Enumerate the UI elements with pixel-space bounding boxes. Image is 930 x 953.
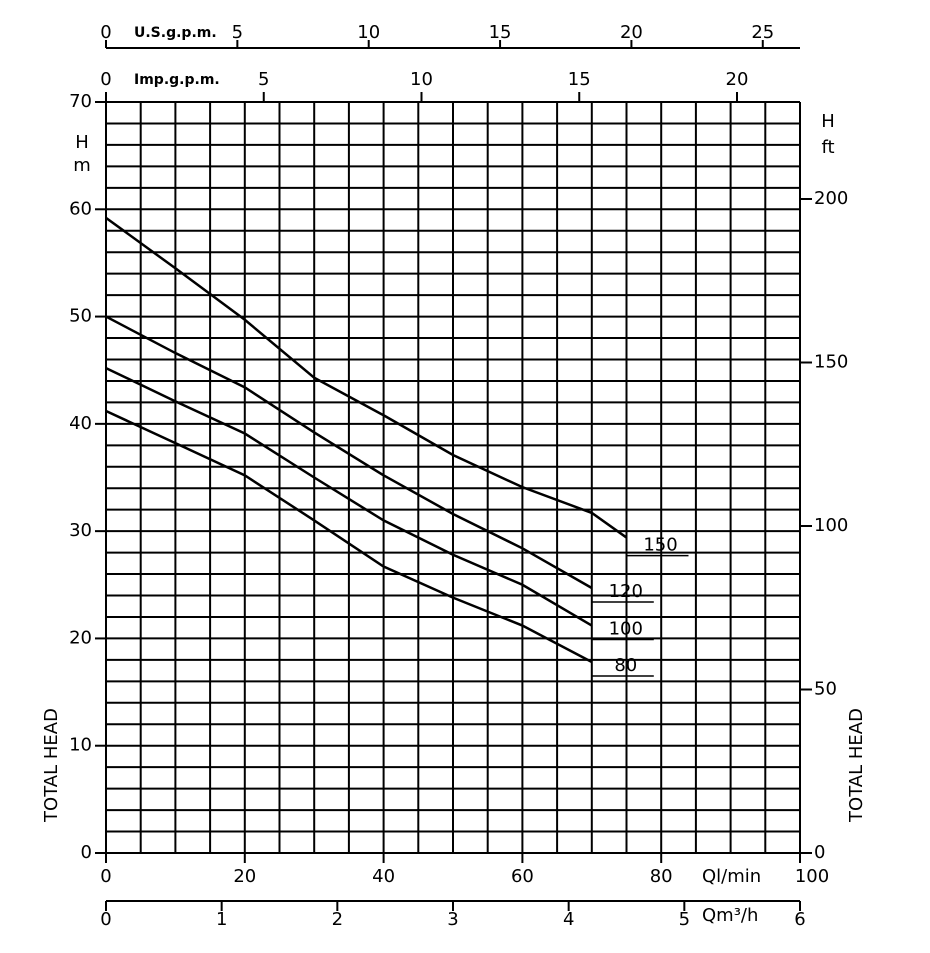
x-tick-label: 4 xyxy=(563,909,574,930)
y2-tick-label: 150 xyxy=(814,351,848,372)
curve-label: 150 xyxy=(643,535,677,556)
x-tick-label: 1 xyxy=(216,909,227,930)
curve xyxy=(105,366,593,627)
x-tick-label: 0 xyxy=(100,69,111,90)
x-tick-label: 5 xyxy=(679,909,690,930)
y-unit: m xyxy=(73,155,91,176)
y2-tick-label: 100 xyxy=(814,515,848,536)
x-tick-label: 80 xyxy=(650,866,673,887)
curve xyxy=(105,216,628,539)
x-tick-label: 20 xyxy=(726,69,749,90)
y2-symbol: H xyxy=(821,111,835,132)
x-tick-label: 10 xyxy=(410,69,433,90)
x-tick-label: 25 xyxy=(751,22,774,43)
x-tick-label: 0 xyxy=(100,22,111,43)
x-tick-label: 2 xyxy=(332,909,343,930)
curve xyxy=(105,315,593,590)
x-tick-label: 0 xyxy=(100,866,111,887)
x-axis-label: Ql/min xyxy=(702,866,761,887)
y2-tick-label: 0 xyxy=(814,842,825,863)
y-tick-label: 20 xyxy=(69,627,92,648)
x-tick-label: 60 xyxy=(511,866,534,887)
x-tick-label: 3 xyxy=(447,909,458,930)
y2-tick-label: 50 xyxy=(814,678,837,699)
y-tick-label: 50 xyxy=(69,306,92,327)
x-tick-label: 15 xyxy=(489,22,512,43)
x-tick-label: 10 xyxy=(357,22,380,43)
x-tick-label: 40 xyxy=(372,866,395,887)
x-tick-label: 6 xyxy=(794,909,805,930)
x-axis-label: Qm³/h xyxy=(702,905,758,926)
y-tick-label: 70 xyxy=(69,91,92,112)
curve-label: 120 xyxy=(609,581,643,602)
x-tick-label: 20 xyxy=(233,866,256,887)
y2-tick-label: 200 xyxy=(814,188,848,209)
x-tick-label: 15 xyxy=(568,69,591,90)
x-axis-label: U.S.g.p.m. xyxy=(134,25,217,41)
curve-label: 80 xyxy=(614,655,637,676)
x-axis-label: Imp.g.p.m. xyxy=(134,72,220,88)
x-tick-label: 20 xyxy=(620,22,643,43)
y2-axis-label: TOTAL HEAD xyxy=(846,708,867,823)
x-tick-label: 100 xyxy=(795,866,829,887)
y-tick-label: 40 xyxy=(69,413,92,434)
y2-unit: ft xyxy=(821,137,834,158)
y-tick-label: 30 xyxy=(69,520,92,541)
y-tick-label: 60 xyxy=(69,198,92,219)
x-tick-label: 5 xyxy=(232,22,243,43)
curve-label: 100 xyxy=(609,619,643,640)
y-tick-label: 0 xyxy=(81,842,92,863)
x-tick-label: 0 xyxy=(100,909,111,930)
y-axis-label: TOTAL HEAD xyxy=(41,708,62,823)
x-tick-label: 5 xyxy=(258,69,269,90)
curve xyxy=(105,409,593,664)
y-tick-label: 10 xyxy=(69,735,92,756)
y-symbol: H xyxy=(75,132,89,153)
